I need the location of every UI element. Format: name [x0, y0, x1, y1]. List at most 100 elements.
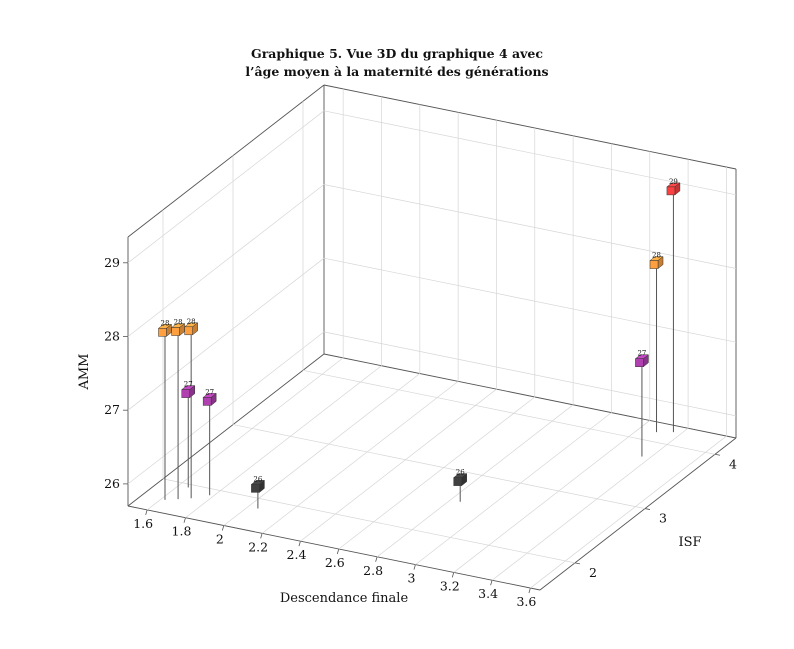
drop-lines — [164, 188, 674, 509]
cube-front-face — [171, 327, 180, 336]
data-point-label: 27 — [205, 388, 214, 396]
grid-line — [491, 427, 689, 581]
x-tick-label: 3 — [407, 571, 415, 586]
x-tick-label: 1.6 — [133, 516, 153, 531]
tick-labels: 1.6 1.8 2 2.2 2.4 2.6 2.8 3 3.2 3.4 3.6 2 3 4 26 27 28 29 — [104, 255, 737, 609]
cube-front-face — [181, 389, 190, 398]
grid-line — [146, 357, 344, 511]
axes-box — [123, 84, 737, 594]
x-tick-label: 1.8 — [172, 524, 192, 539]
x-tick-label: 3.4 — [478, 586, 498, 601]
x-tick-mark — [183, 517, 186, 523]
z-tick-label: 27 — [104, 402, 120, 417]
grid-line — [530, 435, 727, 589]
data-point-cube: 28 — [183, 318, 199, 336]
grid-line — [127, 110, 325, 264]
y-tick-label: 2 — [589, 565, 597, 580]
data-point-label: 28 — [174, 319, 183, 327]
grid-line — [323, 331, 737, 417]
box-edge — [127, 505, 541, 591]
x-tick-mark — [260, 533, 263, 539]
data-point-label: 27 — [184, 381, 193, 389]
data-point-cube: 27 — [202, 388, 217, 406]
grid-line — [300, 388, 497, 542]
data-point-label: 26 — [456, 469, 465, 477]
data-point-label: 26 — [253, 475, 262, 483]
data-point-label: 27 — [637, 350, 646, 358]
x-tick-mark — [451, 572, 455, 578]
grid-line — [162, 478, 576, 564]
cube-front-face — [635, 358, 644, 367]
x-tick-label: 3.2 — [440, 578, 460, 593]
x-tick-label: 2 — [216, 532, 224, 547]
grid-line — [302, 369, 716, 455]
x-tick-mark — [298, 541, 301, 547]
box-edge — [323, 353, 737, 439]
x-tick-label: 2.2 — [248, 539, 268, 554]
box-edge — [323, 84, 737, 170]
grid-line — [232, 424, 646, 509]
grid-line — [453, 420, 650, 573]
box-edge — [127, 353, 325, 507]
data-point-cube: 27 — [634, 350, 650, 368]
data-point-label: 29 — [669, 178, 678, 186]
y-tick-mark — [644, 508, 651, 510]
grid-line — [323, 184, 737, 269]
z-tick-label: 28 — [104, 328, 120, 343]
x-tick-label: 2.8 — [363, 563, 383, 578]
x-tick-label: 2.6 — [325, 555, 345, 570]
grid-line — [261, 381, 459, 534]
grid-line — [223, 373, 421, 526]
x-tick-mark — [221, 525, 225, 531]
y-tick-label: 4 — [729, 456, 737, 471]
y-tick-label: 3 — [659, 511, 667, 526]
z-tick-label: 26 — [104, 476, 120, 491]
x-tick-mark — [528, 587, 531, 594]
data-point-cube: 26 — [250, 475, 266, 493]
cube-front-face — [453, 477, 462, 486]
cube-front-face — [202, 397, 212, 406]
x-tick-label: 3.6 — [516, 594, 536, 609]
y-tick-mark — [714, 453, 721, 456]
x-tick-mark — [490, 580, 493, 586]
cube-front-face — [184, 326, 193, 336]
cube-front-face — [666, 186, 676, 196]
x-tick-mark — [375, 556, 378, 562]
box-edge — [539, 437, 737, 591]
grid-line — [127, 184, 325, 337]
chart-title-line-1: Graphique 5. Vue 3D du graphique 4 avec — [251, 46, 543, 61]
cube-front-face — [251, 484, 260, 493]
z-tick-label: 29 — [104, 255, 120, 270]
data-point-cube: 26 — [452, 469, 468, 487]
cube-front-face — [649, 260, 659, 269]
x-tick-mark — [145, 509, 148, 516]
data-point-label: 28 — [161, 319, 170, 327]
z-axis-label: AMM — [77, 353, 92, 390]
chart-title-line-2: l’âge moyen à la maternité des génératio… — [245, 64, 548, 79]
data-point-cube: 28 — [649, 252, 664, 270]
grid-line — [323, 257, 737, 343]
grid-line — [185, 365, 382, 518]
data-point-cube: 28 — [170, 319, 186, 337]
cube-front-face — [158, 328, 167, 337]
box-edge — [127, 84, 325, 238]
y-axis-label: ISF — [678, 535, 701, 550]
grid-lines — [127, 88, 737, 589]
grid-line — [376, 404, 574, 558]
x-axis-label: Descendance finale — [280, 591, 409, 606]
x-tick-mark — [336, 548, 340, 555]
data-point-cube: 29 — [666, 178, 681, 196]
y-tick-mark — [574, 562, 581, 565]
grid-line — [415, 412, 612, 565]
data-markers: 29 28 27 26 27 27 26 28 28 28 — [157, 178, 681, 493]
grid-line — [127, 331, 325, 485]
x-tick-mark — [413, 564, 416, 570]
data-point-label: 28 — [187, 318, 196, 326]
data-point-label: 28 — [652, 252, 661, 260]
data-point-cube: 28 — [157, 319, 173, 337]
x-tick-label: 2.4 — [287, 547, 307, 562]
data-point-cube: 27 — [181, 381, 196, 399]
grid-line — [127, 257, 325, 411]
grid-line — [338, 396, 536, 550]
